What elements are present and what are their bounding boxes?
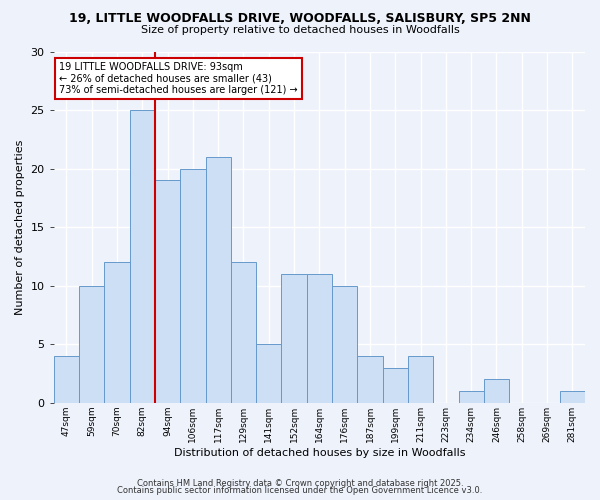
Bar [54, 356, 79, 403]
Text: Size of property relative to detached houses in Woodfalls: Size of property relative to detached ho… [140, 25, 460, 35]
Text: 19 LITTLE WOODFALLS DRIVE: 93sqm
← 26% of detached houses are smaller (43)
73% o: 19 LITTLE WOODFALLS DRIVE: 93sqm ← 26% o… [59, 62, 298, 95]
Bar [231, 262, 256, 403]
Bar [332, 286, 358, 403]
Text: Contains public sector information licensed under the Open Government Licence v3: Contains public sector information licen… [118, 486, 482, 495]
Bar [383, 368, 408, 403]
Bar [130, 110, 155, 403]
Bar [256, 344, 281, 403]
Text: Contains HM Land Registry data © Crown copyright and database right 2025.: Contains HM Land Registry data © Crown c… [137, 478, 463, 488]
X-axis label: Distribution of detached houses by size in Woodfalls: Distribution of detached houses by size … [173, 448, 465, 458]
Bar [358, 356, 383, 403]
Bar [560, 391, 585, 403]
Text: 19, LITTLE WOODFALLS DRIVE, WOODFALLS, SALISBURY, SP5 2NN: 19, LITTLE WOODFALLS DRIVE, WOODFALLS, S… [69, 12, 531, 26]
Bar [79, 286, 104, 403]
Bar [180, 168, 206, 403]
Bar [307, 274, 332, 403]
Bar [281, 274, 307, 403]
Y-axis label: Number of detached properties: Number of detached properties [15, 140, 25, 315]
Bar [484, 380, 509, 403]
Bar [206, 157, 231, 403]
Bar [408, 356, 433, 403]
Bar [155, 180, 180, 403]
Bar [104, 262, 130, 403]
Bar [458, 391, 484, 403]
